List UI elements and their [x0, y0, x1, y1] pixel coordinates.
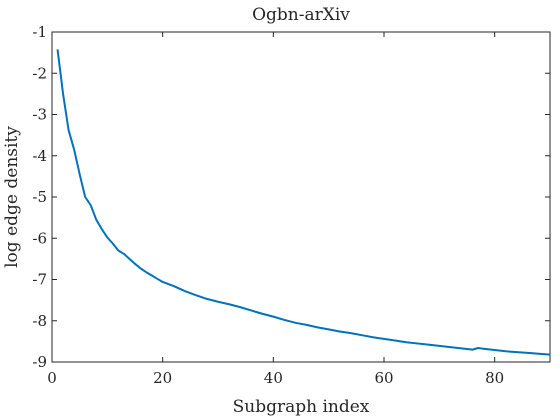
plot-area: [51, 31, 551, 363]
tick-labels: 0 20 40 60 80 -1 -2 -3 -4 -5 -6 -7 -8 -9: [32, 23, 504, 387]
y-tick-label: -8: [32, 312, 47, 330]
y-tick-label: -2: [32, 64, 47, 82]
y-tick-label: -1: [32, 23, 47, 41]
x-tick-label: 20: [153, 369, 172, 387]
x-tick-label: 60: [374, 369, 393, 387]
axis-ticks: [51, 31, 550, 363]
y-axis-label: log edge density: [2, 126, 22, 268]
y-tick-label: -6: [32, 229, 47, 247]
chart-title: Ogbn-arXiv: [252, 5, 350, 25]
y-tick-label: -4: [32, 147, 47, 165]
x-tick-label: 40: [264, 369, 283, 387]
y-tick-label: -5: [32, 188, 47, 206]
x-tick-label: 80: [485, 369, 504, 387]
y-tick-label: -3: [32, 106, 47, 124]
y-tick-label: -7: [32, 271, 47, 289]
x-tick-label: 0: [47, 369, 57, 387]
x-axis-label: Subgraph index: [233, 397, 370, 417]
y-tick-label: -9: [32, 353, 47, 371]
series-line: [56, 49, 551, 356]
